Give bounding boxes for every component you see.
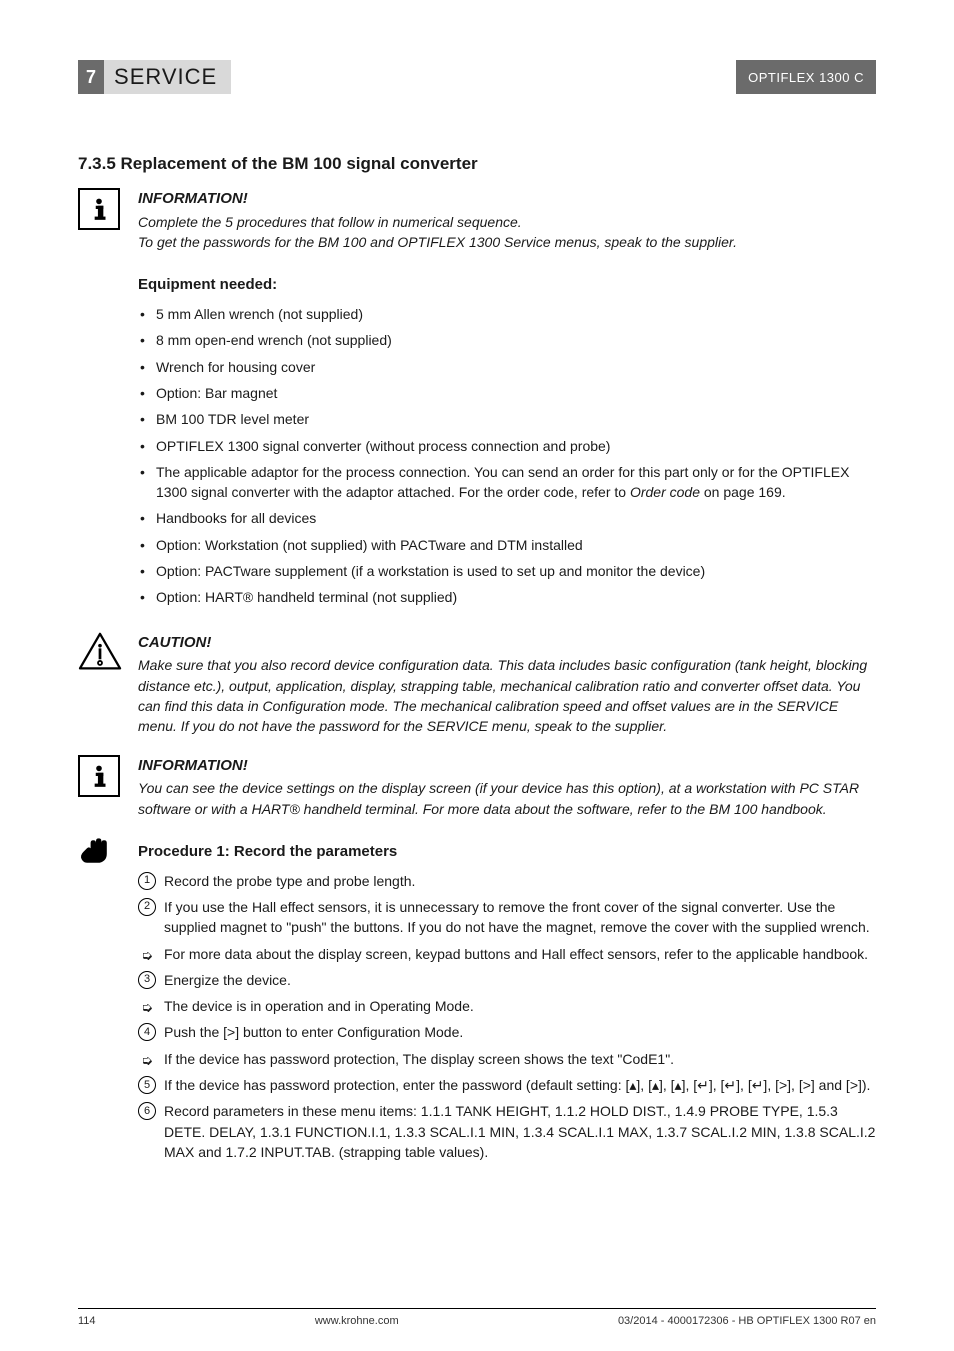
info-title: INFORMATION!: [138, 188, 876, 210]
footer-docref: 03/2014 - 4000172306 - HB OPTIFLEX 1300 …: [618, 1315, 876, 1327]
equipment-content: Equipment needed: 5 mm Allen wrench (not…: [138, 270, 876, 613]
info-line: Complete the 5 procedures that follow in…: [138, 212, 876, 232]
equipment-item: Option: Bar magnet: [138, 383, 876, 403]
procedure-heading: Procedure 1: Record the parameters: [138, 841, 876, 863]
equipment-item: Handbooks for all devices: [138, 508, 876, 528]
page-footer: 114 www.krohne.com 03/2014 - 4000172306 …: [78, 1308, 876, 1327]
procedure-substep: ➭The device is in operation and in Opera…: [138, 996, 876, 1016]
equipment-item: BM 100 TDR level meter: [138, 409, 876, 429]
procedure-content: Procedure 1: Record the parameters 1Reco…: [138, 837, 876, 1168]
icon-column: [78, 270, 138, 613]
icon-column: [78, 188, 138, 252]
equipment-item: OPTIFLEX 1300 signal converter (without …: [138, 436, 876, 456]
header-left: 7 SERVICE: [78, 60, 231, 94]
icon-column: [78, 632, 138, 737]
equipment-block: Equipment needed: 5 mm Allen wrench (not…: [78, 270, 876, 613]
info-title: INFORMATION!: [138, 755, 876, 777]
info-content: INFORMATION! Complete the 5 procedures t…: [138, 188, 876, 252]
procedure-step: 6Record parameters in these menu items: …: [138, 1101, 876, 1162]
product-label: OPTIFLEX 1300 C: [736, 60, 876, 94]
info-content: INFORMATION! You can see the device sett…: [138, 755, 876, 819]
procedure-step: 4Push the [>] button to enter Configurat…: [138, 1022, 876, 1042]
info-line: To get the passwords for the BM 100 and …: [138, 232, 876, 252]
caution-block: CAUTION! Make sure that you also record …: [78, 632, 876, 737]
procedure-step: 5If the device has password protection, …: [138, 1075, 876, 1095]
arrow-icon: ➭: [138, 1050, 156, 1070]
page: 7 SERVICE OPTIFLEX 1300 C 7.3.5 Replacem…: [0, 0, 954, 1351]
step-number: 5: [138, 1076, 156, 1094]
equipment-item: Wrench for housing cover: [138, 357, 876, 377]
equipment-item: Option: Workstation (not supplied) with …: [138, 535, 876, 555]
arrow-icon: ➭: [138, 945, 156, 965]
caution-content: CAUTION! Make sure that you also record …: [138, 632, 876, 737]
equipment-item: 5 mm Allen wrench (not supplied): [138, 304, 876, 324]
arrow-icon: ➭: [138, 997, 156, 1017]
info-icon: [78, 755, 120, 797]
caution-title: CAUTION!: [138, 632, 876, 654]
equipment-item: Option: PACTware supplement (if a workst…: [138, 561, 876, 581]
step-number: 2: [138, 898, 156, 916]
step-number: 1: [138, 872, 156, 890]
procedure-step: 3Energize the device.: [138, 970, 876, 990]
step-number: 4: [138, 1023, 156, 1041]
procedure-block: Procedure 1: Record the parameters 1Reco…: [78, 837, 876, 1168]
caution-body: Make sure that you also record device co…: [138, 655, 876, 736]
equipment-heading: Equipment needed:: [138, 274, 876, 296]
equipment-item: Option: HART® handheld terminal (not sup…: [138, 587, 876, 607]
step-number: 6: [138, 1102, 156, 1120]
caution-icon: [78, 632, 122, 672]
step-number: 3: [138, 971, 156, 989]
hand-icon: [78, 837, 114, 865]
info-block-1: INFORMATION! Complete the 5 procedures t…: [78, 188, 876, 252]
icon-column: [78, 837, 138, 1168]
procedure-step: 1Record the probe type and probe length.: [138, 871, 876, 891]
procedure-substep: ➭If the device has password protection, …: [138, 1049, 876, 1069]
section-number-box: 7: [78, 60, 104, 94]
info-body: You can see the device settings on the d…: [138, 778, 876, 819]
info-block-2: INFORMATION! You can see the device sett…: [78, 755, 876, 819]
icon-column: [78, 755, 138, 819]
procedure-steps: 1Record the probe type and probe length.…: [138, 871, 876, 1163]
header-bar: 7 SERVICE OPTIFLEX 1300 C: [78, 60, 876, 94]
info-icon: [78, 188, 120, 230]
subsection-heading: 7.3.5 Replacement of the BM 100 signal c…: [78, 154, 876, 174]
equipment-item: The applicable adaptor for the process c…: [138, 462, 876, 503]
page-number: 114: [78, 1315, 96, 1327]
procedure-step: 2 If you use the Hall effect sensors, it…: [138, 897, 876, 938]
equipment-list: 5 mm Allen wrench (not supplied) 8 mm ope…: [138, 304, 876, 608]
section-title: SERVICE: [104, 60, 231, 94]
footer-url: www.krohne.com: [315, 1315, 399, 1327]
equipment-item: 8 mm open-end wrench (not supplied): [138, 330, 876, 350]
procedure-substep: ➭For more data about the display screen,…: [138, 944, 876, 964]
